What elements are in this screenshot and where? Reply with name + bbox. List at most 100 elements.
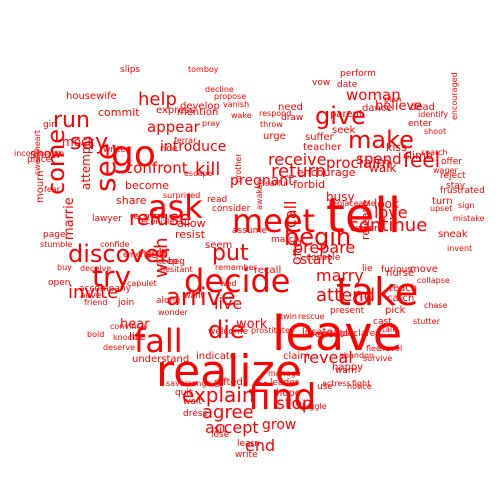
word-parent: parent (330, 109, 363, 120)
word-furious: furious (381, 265, 412, 275)
word-juggle: juggle (302, 402, 327, 411)
word-go: go (111, 134, 156, 175)
word-turn: turn (432, 196, 453, 207)
word-confront: confront (125, 159, 188, 177)
word-abandon: abandon (339, 351, 374, 360)
word-urge: urge (263, 131, 286, 142)
word-shoot: shoot (424, 127, 447, 136)
word-assume: assume (232, 226, 267, 236)
word-accompany: accompany (79, 284, 131, 294)
word-want: want (184, 291, 204, 300)
word-surprised: surprised (163, 191, 201, 200)
word-live: live (214, 294, 243, 313)
word-knock: knock (113, 333, 137, 342)
word-awaken: awaken (255, 179, 264, 210)
word-happy: happy (332, 362, 364, 373)
word-run: run (53, 108, 90, 133)
word-capulet: capulet (127, 279, 157, 288)
word-look: look (374, 197, 399, 211)
word-help: help (138, 89, 177, 110)
word-join: join (118, 298, 135, 308)
word-alive: alive (80, 291, 102, 301)
word-pray: pray (202, 119, 221, 128)
word-recall: recall (254, 265, 282, 276)
word-save: save (166, 379, 185, 388)
word-find: find (248, 377, 317, 418)
word-attempt: attempt (79, 141, 93, 190)
word-forbid: forbid (293, 178, 326, 191)
word-reconcile: reconcile (138, 217, 175, 226)
word-walk: walk (369, 161, 397, 175)
word-climb: climb (403, 149, 433, 162)
word-feel: feel (403, 148, 441, 172)
word-friend: friend (84, 298, 108, 307)
word-seem: seem (205, 240, 233, 251)
word-sit: sit (214, 424, 226, 435)
word-end: end (245, 436, 276, 455)
word-lose: lose (211, 430, 230, 440)
word-dance: dance (362, 103, 393, 114)
word-die: die (208, 316, 245, 344)
word-wager: wager (433, 166, 458, 175)
word-indicate: indicate (196, 351, 236, 362)
word-hesitant: hesitant (160, 265, 193, 274)
word-search: search (421, 148, 448, 157)
word-prostitute: prostitute (251, 326, 290, 335)
word-mistake: mistake (453, 214, 485, 223)
word-develop: develop (180, 101, 220, 112)
word-agree: agree (202, 402, 254, 423)
word-place: place (27, 155, 52, 165)
word-travel: travel (379, 344, 403, 353)
word-suffer: suffer (305, 132, 334, 143)
word-fall: fall (134, 322, 183, 360)
word-kill: kill (195, 159, 221, 180)
word-put: put (212, 241, 249, 266)
word-leader: leader (270, 378, 299, 388)
word-leave: leave (272, 306, 403, 362)
word-keep: keep (156, 257, 178, 267)
word-respond: respond (259, 109, 292, 118)
word-wed: wed (220, 279, 237, 288)
word-chase: chase (424, 301, 448, 310)
word-locate: locate (302, 327, 333, 338)
word-reveal: reveal (303, 348, 353, 367)
word-decline: decline (205, 85, 234, 94)
word-alone: alone (156, 296, 181, 306)
word-hope: hope (276, 388, 301, 399)
word-become: become (125, 179, 170, 192)
word-seek: seek (332, 125, 356, 136)
word-perform: perform (340, 69, 376, 79)
word-stumble: stumble (40, 240, 73, 249)
word-manage: manage (268, 369, 301, 378)
word-fearful: fearful (262, 179, 289, 188)
word-notice: notice (347, 382, 372, 391)
word-arrive: arrive (166, 283, 236, 311)
word-welcome: welcome (208, 327, 249, 337)
word-commit: commit (98, 106, 140, 119)
word-deserve: deserve (103, 343, 136, 352)
word-housewife: housewife (66, 91, 117, 102)
word-receive: receive (268, 150, 327, 169)
word-woman: woman (346, 86, 401, 104)
word-rush: rush (138, 247, 167, 262)
word-declare: declare (342, 329, 376, 339)
word-console: console (306, 253, 341, 263)
word-encourage: encourage (297, 166, 356, 179)
word-proclaim: proclaim (326, 154, 391, 172)
word-twin: twin (280, 312, 297, 321)
word-collapse: collapse (417, 276, 450, 285)
word-spend: spend (356, 150, 402, 168)
word-deceive: deceive (80, 264, 112, 273)
word-vow: vow (312, 78, 331, 88)
word-busy: busy (326, 190, 355, 204)
word-enter: enter (408, 119, 433, 129)
word-make: make (348, 126, 414, 154)
word-slips: slips (120, 65, 141, 75)
word-teach: teach (389, 283, 418, 294)
word-upset: upset (430, 204, 453, 213)
word-survive: survive (363, 354, 393, 363)
word-match: match (271, 235, 300, 245)
word-refuse: refuse (129, 206, 192, 230)
word-resist: resist (175, 228, 205, 241)
word-pick: pick (385, 305, 406, 316)
